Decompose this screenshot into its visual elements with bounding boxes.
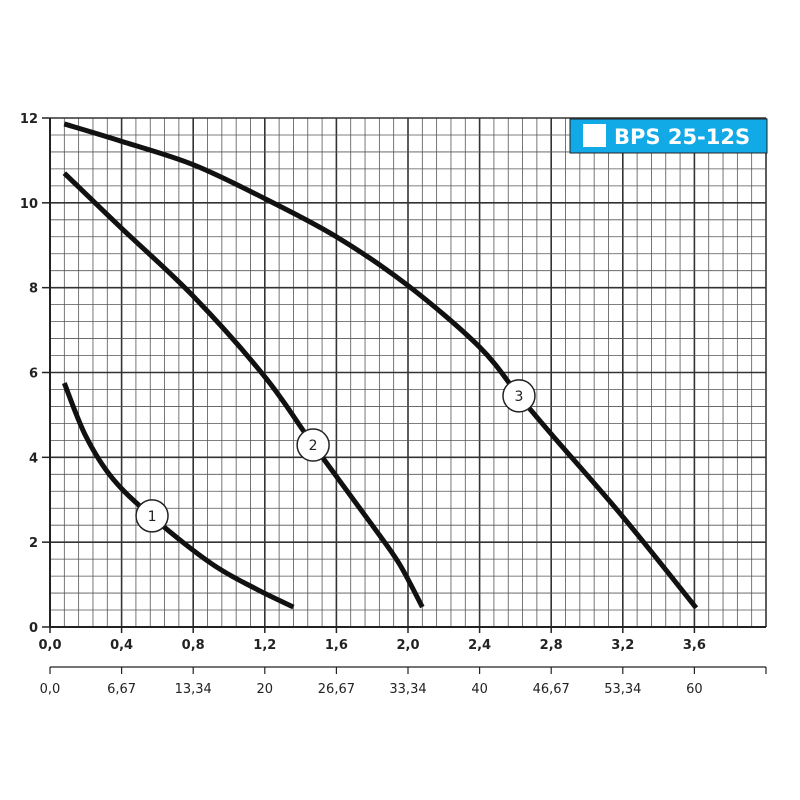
- x-tick-label: 1,2: [253, 638, 276, 653]
- curve-label-circle: [296, 428, 330, 462]
- secondary-x-tick-label: 53,34: [604, 682, 641, 697]
- x-tick-label: 1,6: [325, 638, 348, 653]
- secondary-x-tick-label: 33,34: [389, 682, 426, 697]
- curve-label-circle: [502, 379, 536, 413]
- secondary-x-tick-label: 26,67: [318, 682, 355, 697]
- x-tick-label: 0,0: [38, 638, 61, 653]
- x-tick-label: 3,2: [611, 638, 634, 653]
- white-square-icon: [583, 124, 606, 147]
- curve-label: 2: [309, 438, 318, 454]
- x-tick-label: 2,4: [468, 638, 491, 653]
- secondary-x-tick-label: 20: [257, 682, 274, 697]
- secondary-x-tick-label: 6,67: [107, 682, 136, 697]
- x-tick-label: 3,6: [683, 638, 706, 653]
- curves: 1 2 3: [62, 121, 699, 610]
- y-tick-label: 8: [29, 282, 38, 297]
- title-box: BPS 25-12S: [569, 118, 768, 154]
- y-tick-label: 10: [20, 197, 38, 212]
- secondary-x-tick-label: 60: [686, 682, 703, 697]
- secondary-x-tick-label: 40: [471, 682, 488, 697]
- curve-label: 3: [515, 389, 524, 405]
- axes: 0,0 0,4 0,8 1,2 1,6 2,0 2,4 2,8 3,2 3,6 0,0 6,67 13,…: [20, 112, 767, 697]
- x-tick-label: 2,8: [540, 638, 563, 653]
- curve-3: [63, 121, 699, 610]
- secondary-x-tick-label: 46,67: [533, 682, 570, 697]
- y-tick-label: 2: [29, 536, 38, 551]
- y-tick-label: 4: [29, 451, 38, 466]
- chart-title: BPS 25-12S: [614, 125, 750, 149]
- grid: [49, 117, 767, 628]
- curve-2: [62, 171, 425, 609]
- y-tick-label: 12: [20, 112, 38, 127]
- x-tick-label: 0,8: [182, 638, 205, 653]
- curve-label: 1: [148, 509, 157, 525]
- x-tick-label: 2,0: [396, 638, 419, 653]
- curve-label-circle: [135, 499, 169, 533]
- secondary-x-tick-label: 0,0: [40, 682, 61, 697]
- x-tick-label: 0,4: [110, 638, 133, 653]
- secondary-x-tick-label: 13,34: [175, 682, 212, 697]
- y-tick-label: 6: [29, 367, 38, 382]
- y-tick-label: 0: [29, 621, 38, 636]
